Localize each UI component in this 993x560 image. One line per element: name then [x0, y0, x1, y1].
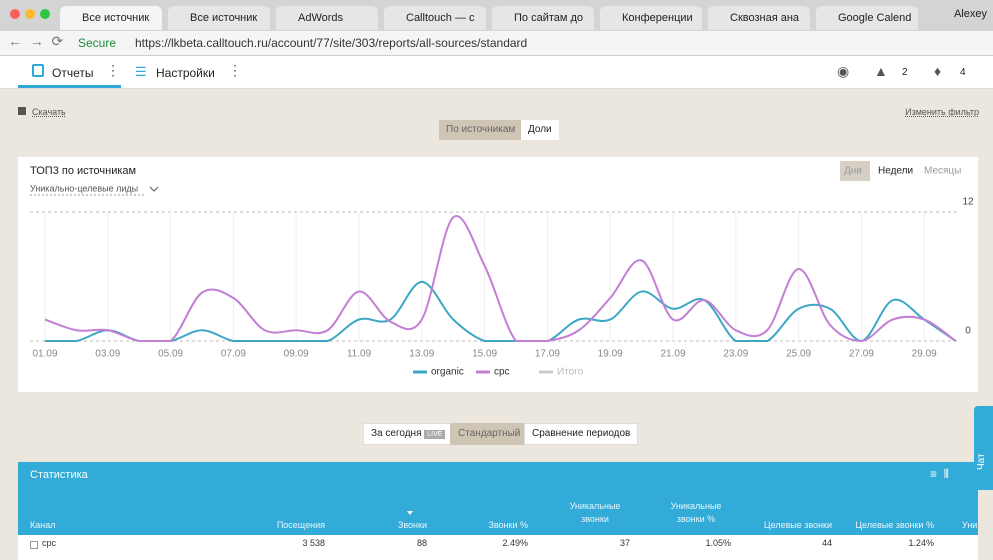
settings-icon: ☰: [135, 64, 147, 79]
row-checkbox[interactable]: [30, 541, 38, 549]
x-tick-label: 25.09: [786, 349, 811, 360]
x-tick-label: 21.09: [660, 349, 685, 360]
menu-dots[interactable]: ⋮: [106, 62, 120, 78]
y-tick-label: 0: [965, 326, 971, 337]
x-tick-label: 15.09: [472, 349, 497, 360]
download-icon: [18, 107, 26, 115]
period-tab-bg: [840, 161, 870, 181]
browser-tab[interactable]: Calltouch — с: [384, 6, 486, 30]
url[interactable]: https://lkbeta.calltouch.ru/account/77/s…: [135, 36, 528, 50]
table-cell: 1.24%: [908, 538, 934, 548]
legend-label[interactable]: cpc: [494, 367, 510, 378]
table-cell: 1.05%: [705, 538, 731, 548]
live-badge: LIVE: [424, 430, 446, 439]
filter[interactable]: Изменить фильтр: [905, 107, 979, 117]
user-icon[interactable]: ◉: [837, 63, 850, 79]
close-dot[interactable]: [10, 9, 20, 19]
table-cell: cpc: [42, 538, 57, 548]
x-tick-label: 29.09: [912, 349, 937, 360]
period-button[interactable]: Стандартный: [450, 423, 529, 445]
chart-subtitle[interactable]: Уникально-целевые лиды: [30, 183, 138, 193]
column-header[interactable]: Уникальные звонки: [569, 501, 621, 524]
min-dot[interactable]: [25, 9, 35, 19]
x-tick-label: 09.09: [284, 349, 309, 360]
browser-tab[interactable]: Все источник: [60, 6, 162, 30]
active-underline: [18, 85, 121, 88]
table-cell: 37: [619, 538, 630, 548]
chat-label[interactable]: Чат: [976, 453, 987, 470]
stats-header: [18, 462, 978, 535]
address-bar: [0, 31, 993, 56]
dropdown-arrow: [149, 186, 159, 192]
x-tick-label: 01.09: [32, 349, 57, 360]
column-header[interactable]: Канал: [30, 520, 56, 530]
max-dot[interactable]: [40, 9, 50, 19]
table-cell: 2.49%: [502, 538, 528, 548]
sort-arrow: [407, 511, 413, 515]
period-tab[interactable]: Дни: [844, 166, 862, 177]
column-header[interactable]: Звонки %: [488, 520, 528, 530]
x-tick-label: 03.09: [95, 349, 120, 360]
view-tab[interactable]: По источникам: [439, 120, 523, 140]
chart-title: ТОП3 по источникам: [30, 165, 136, 177]
courses-count: 2: [902, 67, 908, 78]
notif-count: 4: [960, 67, 966, 78]
nav-icons[interactable]: ← → ⟳: [8, 33, 64, 49]
stats-row-bg: [18, 535, 978, 560]
download[interactable]: Скачать: [32, 107, 66, 117]
browser-tab[interactable]: Все источник: [168, 6, 270, 30]
y-tick-label: 12: [962, 197, 974, 208]
app-nav: [0, 56, 993, 89]
profile[interactable]: Alexey: [953, 8, 987, 20]
table-cell: 44: [821, 538, 832, 548]
legend-label[interactable]: organic: [431, 367, 464, 378]
settings-link[interactable]: Настройки: [156, 66, 215, 80]
x-tick-label: 27.09: [849, 349, 874, 360]
table-cell: 3 538: [302, 538, 325, 548]
x-tick-label: 07.09: [221, 349, 246, 360]
browser-tab[interactable]: По сайтам до: [492, 6, 594, 30]
column-header[interactable]: Посещения: [276, 520, 325, 530]
period-button[interactable]: За сегодня LIVE: [363, 423, 454, 445]
column-header[interactable]: Уни: [962, 520, 978, 530]
stats-icons[interactable]: ≡ ⦀: [930, 467, 949, 481]
chat-tab[interactable]: [974, 406, 993, 490]
column-header[interactable]: Уникальные звонки %: [670, 501, 722, 524]
x-tick-label: 19.09: [598, 349, 623, 360]
reports-icon: [32, 64, 44, 77]
stats-title: Статистика: [30, 469, 88, 481]
browser-tab[interactable]: Сквозная ана: [708, 6, 810, 30]
period-tab[interactable]: Недели: [878, 166, 913, 177]
x-tick-label: 23.09: [723, 349, 748, 360]
browser-tab[interactable]: Google Calend: [816, 6, 918, 30]
x-tick-label: 17.09: [535, 349, 560, 360]
table-cell: 88: [416, 538, 427, 548]
x-tick-label: 13.09: [409, 349, 434, 360]
chart-card: ТОП3 по источникам Уникально-целевые лид…: [18, 157, 978, 392]
view-tab[interactable]: Доли: [521, 120, 559, 140]
column-header[interactable]: Звонки: [397, 520, 427, 530]
browser-tab[interactable]: AdWords: [276, 6, 378, 30]
menu-dots[interactable]: ⋮: [228, 62, 242, 78]
browser-tab[interactable]: Конференции: [600, 6, 702, 30]
x-tick-label: 11.09: [347, 349, 372, 360]
period-tab[interactable]: Месяцы: [924, 166, 961, 177]
period-label: За сегодня: [371, 428, 422, 439]
period-button[interactable]: Сравнение периодов: [524, 423, 639, 445]
course-icon[interactable]: ▲: [874, 63, 888, 79]
secure: Secure: [78, 36, 117, 50]
column-header[interactable]: Целевые звонки: [763, 520, 832, 530]
bell-icon[interactable]: ♦: [934, 63, 942, 79]
x-tick-label: 05.09: [158, 349, 183, 360]
series-line: [44, 214, 957, 343]
legend-label[interactable]: Итого: [557, 367, 584, 378]
series-line: [45, 280, 957, 343]
reports-link[interactable]: Отчеты: [52, 66, 94, 80]
card-bg: [18, 157, 978, 392]
column-header[interactable]: Целевые звонки %: [855, 520, 934, 530]
